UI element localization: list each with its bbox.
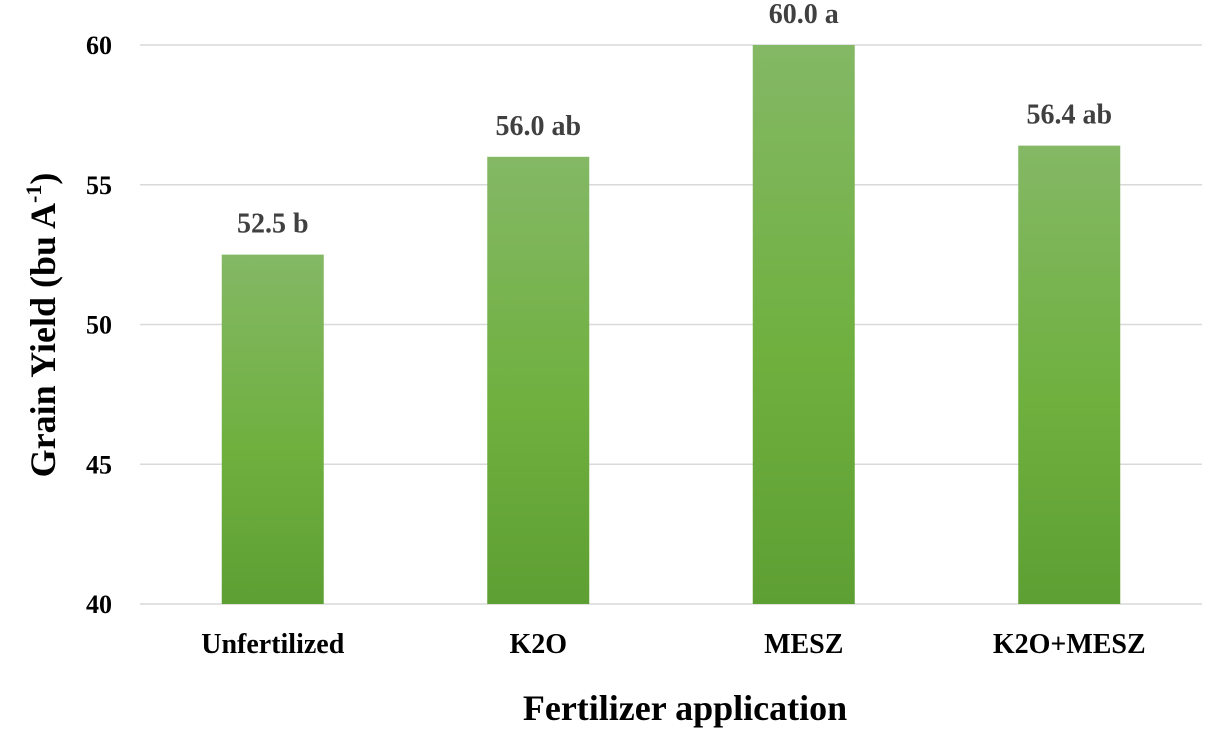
y-tick-label-45: 45 <box>86 450 112 479</box>
data-label-unfertilized: 52.5 b <box>237 209 309 240</box>
x-category-label-mesz: MESZ <box>764 629 843 660</box>
x-category-label-k2o-mesz: K2O+MESZ <box>993 629 1146 660</box>
y-axis-title-close: ) <box>23 173 63 185</box>
x-axis-category-labels: Unfertilized K2O MESZ K2O+MESZ <box>201 629 1145 660</box>
x-category-label-k2o: K2O <box>509 629 567 660</box>
y-axis-title: Grain Yield (bu A-1) <box>21 173 63 478</box>
data-label-k2o: 56.0 ab <box>495 111 581 142</box>
bar-unfertilized <box>221 254 324 604</box>
data-label-mesz: 60.0 a <box>769 0 839 30</box>
y-tick-label-60: 60 <box>86 31 112 60</box>
y-axis-title-main: Grain Yield (bu A <box>23 203 63 477</box>
y-tick-label-40: 40 <box>86 590 112 619</box>
bar-mesz <box>752 45 855 604</box>
data-labels: 52.5 b 56.0 ab 60.0 a 56.4 ab <box>237 0 1112 240</box>
y-axis-title-superscript: -1 <box>21 185 46 203</box>
y-tick-label-55: 55 <box>86 171 112 200</box>
bar-k2o <box>487 156 590 605</box>
bars <box>221 45 1121 605</box>
data-label-k2o-mesz: 56.4 ab <box>1026 100 1112 131</box>
x-axis-title: Fertilizer application <box>523 688 847 728</box>
y-axis-tick-labels: 40 45 50 55 60 <box>86 31 112 619</box>
x-category-label-unfertilized: Unfertilized <box>201 629 344 660</box>
bar-k2o-mesz <box>1018 145 1121 604</box>
y-tick-label-50: 50 <box>86 311 112 340</box>
